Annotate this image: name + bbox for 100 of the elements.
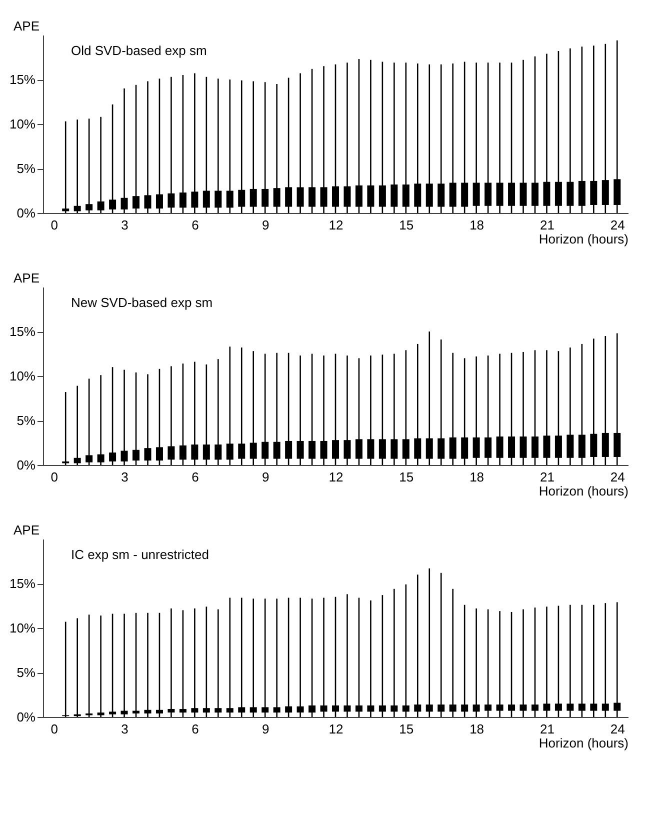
candlestick	[449, 63, 456, 213]
candlestick	[214, 78, 222, 213]
candlestick	[390, 354, 398, 465]
candlestick	[344, 594, 351, 717]
candlestick	[367, 356, 374, 465]
candlestick	[226, 80, 234, 213]
candlestick	[97, 375, 104, 465]
candlestick	[414, 344, 422, 465]
candlestick	[438, 340, 445, 465]
x-tick-label: 3	[121, 722, 128, 736]
candlestick	[602, 44, 609, 213]
candlestick	[390, 588, 398, 717]
candlestick	[120, 614, 128, 717]
text: New SVD-based exp sm	[71, 295, 213, 310]
candlestick	[390, 62, 398, 213]
candlestick	[97, 616, 104, 717]
x-tick-label: 12	[328, 722, 344, 736]
candlestick	[62, 622, 70, 717]
x-tick-label: 21	[540, 722, 554, 736]
candlestick	[214, 609, 222, 717]
text: Old SVD-based exp sm	[71, 43, 207, 58]
candlestick	[97, 116, 104, 213]
y-axis-title: APE	[13, 522, 40, 538]
candlestick	[566, 348, 574, 465]
candlestick	[449, 588, 456, 717]
candlestick	[566, 48, 574, 213]
candlestick	[438, 572, 445, 717]
candlestick	[496, 62, 504, 213]
candlestick	[438, 64, 445, 213]
candlestick	[496, 611, 504, 717]
candlestick	[191, 73, 198, 213]
y-tick-label: 5%	[16, 413, 36, 428]
x-tick-label: 0	[50, 722, 58, 736]
x-tick-label: 15	[399, 722, 414, 736]
candlestick	[566, 604, 574, 717]
candlestick	[74, 386, 81, 465]
candlestick	[590, 604, 598, 717]
candlestick	[62, 121, 70, 213]
candlestick	[250, 81, 257, 213]
x-tick-label: 24	[610, 470, 625, 484]
x-tick-label: 6	[192, 218, 199, 232]
x-axis-title: Horizon (hours)	[538, 484, 628, 498]
x-tick-label: 9	[262, 218, 270, 232]
y-tick-label: 10%	[9, 620, 36, 636]
candlestick	[120, 88, 128, 213]
x-tick-label: 0	[50, 218, 58, 232]
x-tick-label: 15	[399, 218, 414, 232]
candlestick	[74, 120, 81, 213]
candlestick	[543, 54, 550, 213]
x-tick-label: 9	[262, 722, 270, 736]
candlestick	[344, 62, 351, 213]
candlestick	[520, 352, 527, 465]
y-tick-label: 10%	[9, 368, 36, 384]
candlestick	[273, 84, 280, 213]
candlestick	[144, 81, 152, 213]
candlestick	[144, 612, 152, 717]
y-axis-title: APE	[13, 18, 40, 34]
y-tick-label: 0%	[16, 206, 36, 220]
candlestick	[168, 366, 175, 465]
x-axis-title: Horizon (hours)	[538, 232, 628, 246]
candlestick	[168, 608, 175, 717]
y-tick-label: 0%	[16, 710, 36, 724]
candlestick	[120, 370, 128, 465]
y-tick-label: 10%	[9, 116, 36, 132]
text: IC exp sm - unrestricted	[71, 547, 209, 562]
x-tick-label: 24	[610, 722, 625, 736]
x-tick-label: 0	[50, 470, 58, 484]
candlestick	[367, 600, 374, 717]
candlestick	[496, 354, 504, 465]
x-axis-title: Horizon (hours)	[538, 736, 628, 750]
candlestick	[602, 336, 609, 465]
y-axis-title: APE	[13, 270, 40, 286]
y-tick-label: 5%	[16, 665, 36, 680]
x-tick-label: 12	[328, 470, 344, 484]
x-tick-label: 21	[540, 218, 554, 232]
candlestick	[426, 332, 433, 465]
x-tick-label: 15	[399, 470, 414, 484]
y-tick-label: 15%	[9, 324, 36, 339]
candlestick	[226, 598, 234, 717]
candlestick	[238, 80, 246, 213]
candlestick	[520, 609, 527, 717]
candlestick	[426, 568, 433, 717]
candlestick	[590, 46, 598, 213]
candlestick	[472, 356, 480, 465]
x-tick-label: 18	[470, 470, 484, 484]
candlestick	[590, 338, 598, 465]
candlestick	[472, 608, 480, 717]
x-tick-label: 6	[192, 722, 199, 736]
x-tick-label: 18	[470, 218, 484, 232]
x-tick-label: 9	[262, 470, 270, 484]
candlestick	[191, 362, 198, 465]
y-tick-label: 15%	[9, 72, 36, 87]
candlestick	[543, 606, 550, 717]
candlestick	[214, 359, 222, 465]
y-tick-label: 0%	[16, 458, 36, 472]
candlestick	[250, 598, 257, 717]
candlestick	[367, 60, 374, 213]
candlestick	[472, 62, 480, 213]
candlestick	[543, 350, 550, 465]
candlestick	[273, 352, 280, 465]
